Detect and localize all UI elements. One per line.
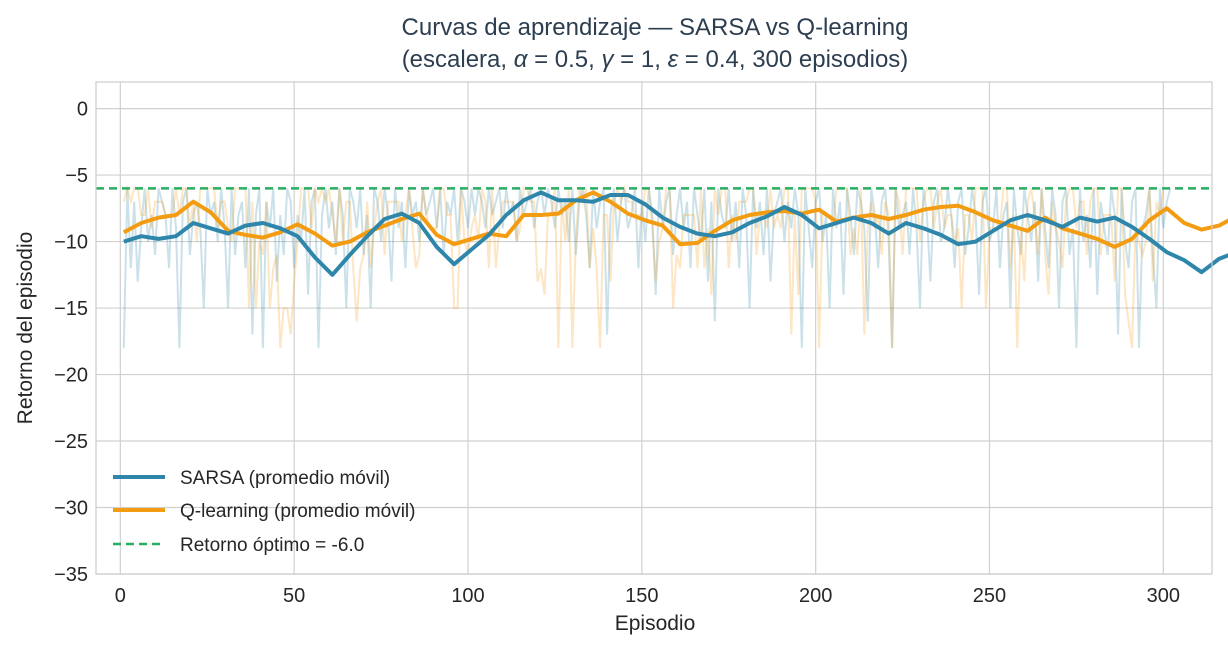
title-param-gamma-symbol: γ xyxy=(602,46,616,73)
title-param-alpha-symbol: α xyxy=(514,46,529,73)
x-tick-label-1: 50 xyxy=(283,585,305,607)
y-tick-label-3: −15 xyxy=(54,298,88,320)
sarsa_ma-line xyxy=(123,190,1228,277)
title-param-alpha-value: 0.5 xyxy=(555,46,588,73)
y-axis-ticks: 0 −5 −10 −15 −20 −25 −30 −35 xyxy=(54,99,88,586)
plot-frame xyxy=(95,81,1213,575)
title-param-epsilon-value: 0.4 xyxy=(705,46,738,73)
grid xyxy=(96,82,1212,575)
x-tick-label-0: 0 xyxy=(115,585,126,607)
y-axis-label: Retorno del episodio xyxy=(14,232,37,425)
x-axis-label: Episodio xyxy=(615,612,696,635)
moving-average-group xyxy=(122,190,1228,277)
x-tick-label-3: 150 xyxy=(625,585,658,607)
y-tick-label-1: −5 xyxy=(65,165,88,187)
x-axis-ticks: 0 50 100 150 200 250 300 xyxy=(115,585,1180,607)
y-tick-label-4: −20 xyxy=(54,365,88,387)
title-param-epsilon-symbol: ε xyxy=(668,46,679,73)
x-tick-label-2: 100 xyxy=(451,585,484,607)
sarsa-raw-line xyxy=(122,188,1172,348)
chart-title-line2-prefix: (escalera, xyxy=(402,46,514,73)
y-tick-label-6: −30 xyxy=(54,498,88,520)
chart-title-line2-suffix: 300 episodios) xyxy=(752,46,908,73)
legend-label-qlearning: Q-learning (promedio móvil) xyxy=(180,501,415,522)
x-tick-label-5: 250 xyxy=(973,585,1006,607)
legend-label-optimal: Retorno óptimo = -6.0 xyxy=(180,535,364,556)
title-param-gamma-value: 1 xyxy=(641,46,654,73)
chart-title-line1: Curvas de aprendizaje — SARSA vs Q-learn… xyxy=(402,14,909,41)
x-tick-label-6: 300 xyxy=(1147,585,1180,607)
chart-title-line2: (escalera, α = 0.5, γ = 1, ε = 0.4, 300 … xyxy=(402,46,909,73)
y-tick-label-7: −35 xyxy=(54,564,88,586)
legend-label-sarsa: SARSA (promedio móvil) xyxy=(180,468,390,489)
x-tick-label-4: 200 xyxy=(799,585,832,607)
legend: SARSA (promedio móvil) Q-learning (prome… xyxy=(113,468,415,556)
y-tick-label-5: −25 xyxy=(54,431,88,453)
y-tick-label-2: −10 xyxy=(54,232,88,254)
y-tick-label-0: 0 xyxy=(77,99,88,121)
